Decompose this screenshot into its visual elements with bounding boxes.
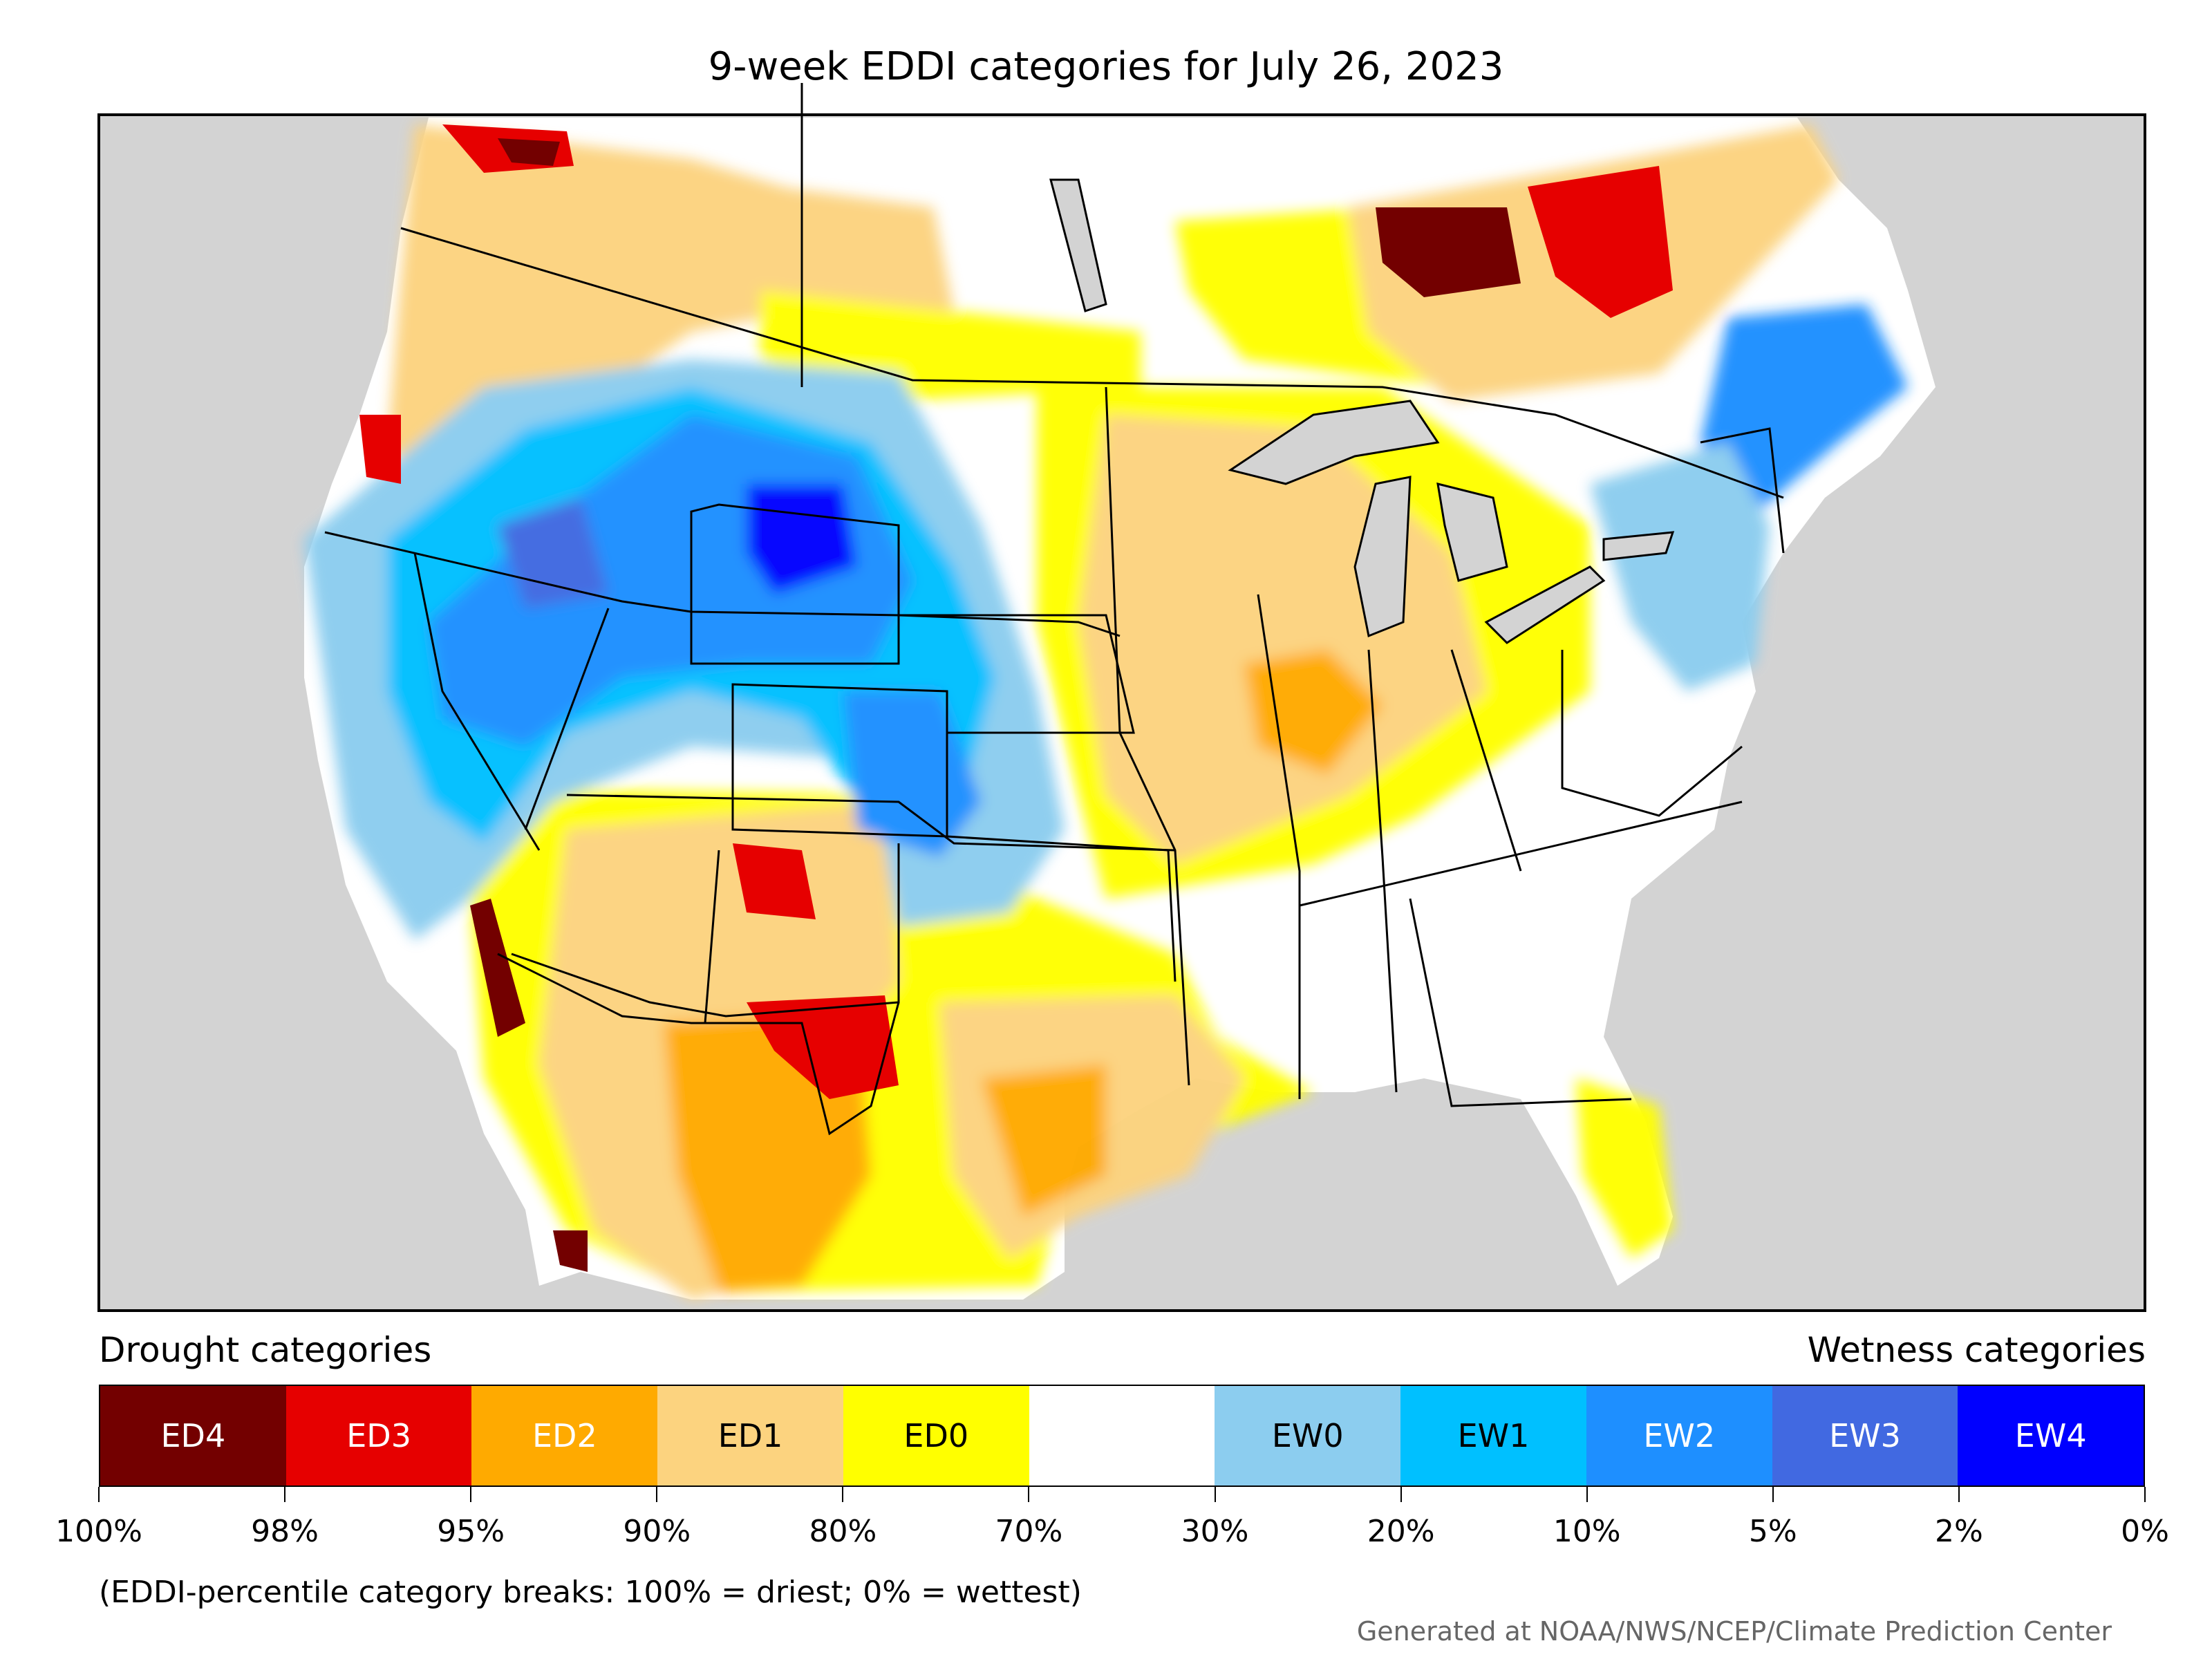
colorbar-segment: ED3 (285, 1386, 472, 1485)
region-ed4-california (470, 899, 525, 1037)
colorbar-tick (1586, 1487, 1588, 1502)
colorbar-segment: ED4 (100, 1386, 286, 1485)
region-ed4-northwest (498, 138, 560, 166)
colorbar-segment: ED0 (843, 1386, 1029, 1485)
colorbar-tick (1958, 1487, 1960, 1502)
map-frame (97, 113, 2146, 1312)
lake-huron (1436, 482, 1508, 582)
colorbar-tick (1214, 1487, 1216, 1502)
colorbar-tick (470, 1487, 472, 1502)
region-ed2-illinois (1244, 650, 1382, 774)
lake-winnipeg (1049, 178, 1107, 312)
colorbar-tick (842, 1487, 844, 1502)
colorbar-ticks (98, 1487, 2146, 1503)
colorbar-tick-label: 30% (1181, 1514, 1249, 1549)
state-boundaries (324, 83, 1785, 1136)
colorbar-tick-label: 90% (623, 1514, 691, 1549)
hotspots (359, 124, 1673, 1272)
colorbar-tick-label: 70% (995, 1514, 1063, 1549)
colorbar-segment: EW1 (1400, 1386, 1586, 1485)
wetness-categories-label: Wetness categories (1807, 1330, 2146, 1370)
colorbar-tick (2144, 1487, 2146, 1502)
region-ew2-newengland (1700, 304, 1908, 525)
colorbar-tick-label: 5% (1748, 1514, 1797, 1549)
map-panel (97, 83, 2146, 1312)
category-colorbar: ED4 ED3 ED2 ED1 ED0 EW0 EW1 EW2 EW3 EW4 (99, 1385, 2145, 1487)
colorbar-tick-label: 0% (2121, 1514, 2169, 1549)
region-ed3-ontario (1528, 166, 1673, 318)
lake-michigan (1353, 476, 1412, 638)
credit-line: Generated at NOAA/NWS/NCEP/Climate Predi… (1356, 1616, 2112, 1647)
category-breaks-note: (EDDI-percentile category breaks: 100% =… (99, 1575, 1082, 1610)
region-ed3-oregon (359, 415, 401, 484)
lake-superior (1228, 400, 1440, 485)
colorbar-segment: ED1 (657, 1386, 843, 1485)
colorbar-tick (1400, 1487, 1402, 1502)
colorbar-tick (1028, 1487, 1030, 1502)
region-ew0-northeast (1590, 442, 1770, 691)
region-ed0-florida (1576, 1078, 1673, 1258)
map-title: 9-week EDDI categories for July 26, 2023 (708, 44, 1504, 89)
region-ed1-north (622, 166, 954, 332)
region-ed3-newmexico (733, 843, 816, 919)
drought-categories-label: Drought categories (99, 1330, 432, 1370)
colorbar-segment: EW2 (1586, 1386, 1772, 1485)
lake-erie (1484, 565, 1606, 644)
colorbar-tick-label: 95% (437, 1514, 505, 1549)
colorbar-tick-label: 10% (1553, 1514, 1621, 1549)
colorbar-segment: ED2 (471, 1386, 658, 1485)
region-ed4-ontario (1376, 207, 1521, 297)
colorbar-tick-label: 98% (251, 1514, 319, 1549)
colorbar-tick-label: 2% (1935, 1514, 1983, 1549)
colorbar-tick-label: 80% (809, 1514, 877, 1549)
colorbar-segment: EW0 (1215, 1386, 1401, 1485)
region-ew3-idaho (498, 498, 608, 608)
great-lakes (1049, 178, 1675, 644)
colorbar-tick (98, 1487, 100, 1502)
lake-ontario (1602, 531, 1675, 561)
colorbar-tick (284, 1487, 286, 1502)
region-ed4-baja (553, 1230, 588, 1272)
colorbar-segment: EW3 (1772, 1386, 1958, 1485)
region-ed2-texas (982, 1065, 1106, 1217)
colorbar-segment: EW4 (1958, 1386, 2144, 1485)
colorbar-segment (1029, 1386, 1215, 1485)
colorbar-tick (1772, 1487, 1774, 1502)
colorbar-tick-label: 20% (1367, 1514, 1435, 1549)
colorbar-tick-label: 100% (55, 1514, 142, 1549)
region-ed3-texas (747, 995, 899, 1099)
colorbar-tick (656, 1487, 658, 1502)
